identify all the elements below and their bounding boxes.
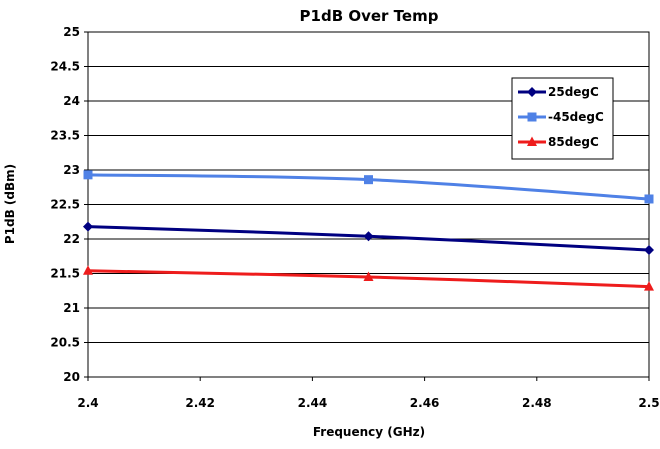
- series-85degC: [83, 265, 654, 291]
- x-tick-label: 2.4: [77, 396, 98, 410]
- data-point: [644, 245, 654, 256]
- y-tick-label: 24: [63, 94, 80, 108]
- y-axis-title: P1dB (dBm): [3, 164, 17, 244]
- chart-title: P1dB Over Temp: [300, 7, 439, 25]
- y-tick-label: 24.5: [50, 60, 80, 74]
- legend-label: 25degC: [548, 85, 599, 99]
- legend-label: 85degC: [548, 135, 599, 149]
- gridlines: [88, 31, 649, 378]
- legend: 25degC -45degC 85degC: [511, 77, 614, 160]
- legend-marker: [527, 87, 537, 97]
- x-tick-label: 2.44: [298, 396, 328, 410]
- x-axis-title: Frequency (GHz): [313, 425, 425, 439]
- y-tick-label: 23.5: [50, 129, 80, 143]
- y-tick-label: 22.5: [50, 198, 80, 212]
- y-tick-label: 23: [63, 163, 80, 177]
- data-point: [644, 194, 654, 204]
- data-point: [363, 271, 374, 281]
- data-point: [83, 221, 93, 232]
- x-tick-label: 2.5: [638, 396, 659, 410]
- y-tick-label: 20: [63, 370, 80, 384]
- series--45degC: [83, 170, 654, 204]
- y-tick-label: 20.5: [50, 336, 80, 350]
- series-layer: [83, 170, 654, 291]
- y-tick-label: 21: [63, 301, 80, 315]
- legend-label: -45degC: [548, 110, 604, 124]
- x-tick-label: 2.46: [410, 396, 440, 410]
- axes: 20 20.5 21 21.5 22 22.5 23 23.5 24 24.5 25 2.4 2.42 2…: [50, 25, 659, 410]
- y-tick-label: 22: [63, 232, 80, 246]
- data-point: [364, 175, 373, 185]
- data-point: [363, 231, 374, 242]
- y-tick-label: 21.5: [50, 267, 80, 281]
- legend-item: 25degC: [518, 85, 599, 99]
- y-tick-label: 25: [63, 25, 80, 39]
- legend-item: -45degC: [518, 110, 604, 124]
- legend-item: 85degC: [518, 135, 599, 149]
- series-25degC: [83, 221, 654, 256]
- x-tick-label: 2.42: [185, 396, 215, 410]
- data-point: [83, 170, 93, 180]
- x-tick-label: 2.48: [522, 396, 552, 410]
- legend-marker: [527, 112, 537, 122]
- legend-marker: [527, 136, 537, 146]
- data-point: [644, 281, 654, 291]
- data-point: [83, 265, 93, 275]
